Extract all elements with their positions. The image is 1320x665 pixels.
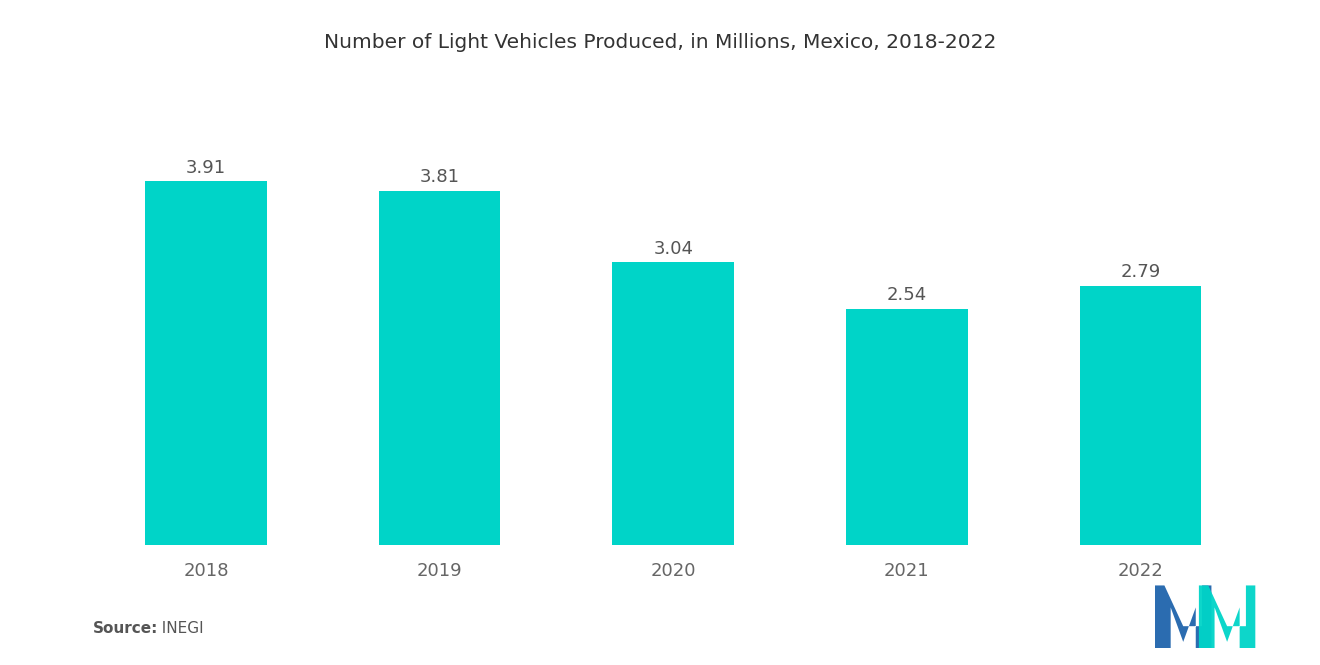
Text: 3.04: 3.04 (653, 239, 693, 257)
Text: 2.79: 2.79 (1121, 263, 1160, 281)
Text: 2.54: 2.54 (887, 286, 927, 304)
Text: Source:: Source: (92, 621, 158, 636)
Polygon shape (1155, 585, 1212, 648)
Polygon shape (1199, 585, 1255, 648)
Text: 3.81: 3.81 (420, 168, 459, 186)
Bar (1080, 285, 1201, 545)
Bar (379, 191, 500, 545)
Text: Number of Light Vehicles Produced, in Millions, Mexico, 2018-2022: Number of Light Vehicles Produced, in Mi… (323, 33, 997, 53)
Text: INEGI: INEGI (152, 621, 203, 636)
Text: 3.91: 3.91 (186, 159, 226, 177)
Bar (145, 182, 267, 545)
Bar (846, 309, 968, 545)
Bar (612, 262, 734, 545)
